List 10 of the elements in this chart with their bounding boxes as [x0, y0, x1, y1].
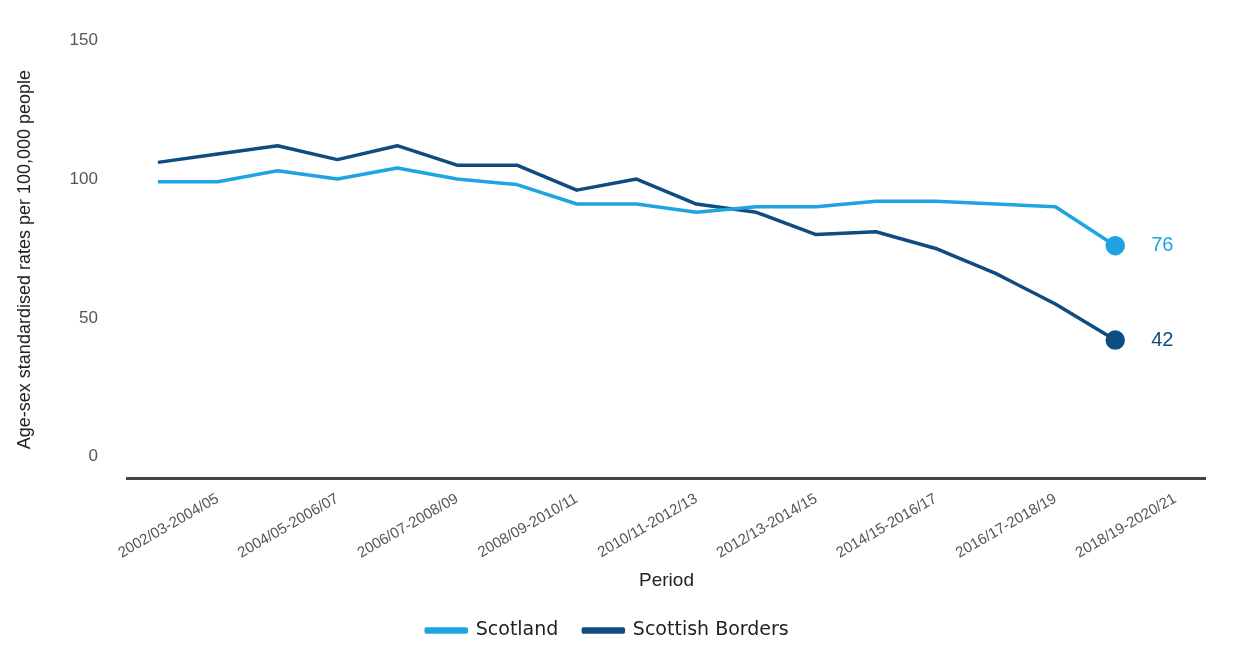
x-axis-title: Period	[639, 568, 694, 590]
legend-label: Scotland	[475, 617, 559, 640]
data-label: 42	[1151, 327, 1174, 350]
y-tick-label: 150	[69, 29, 98, 49]
y-tick-label: 0	[88, 446, 98, 466]
y-tick-label: 100	[69, 168, 98, 188]
legend-label: Scottish Borders	[632, 617, 789, 640]
y-tick-label: 50	[79, 307, 98, 327]
data-label: 76	[1151, 233, 1174, 256]
y-axis-title: Age-sex standardised rates per 100,000 people	[13, 69, 34, 450]
